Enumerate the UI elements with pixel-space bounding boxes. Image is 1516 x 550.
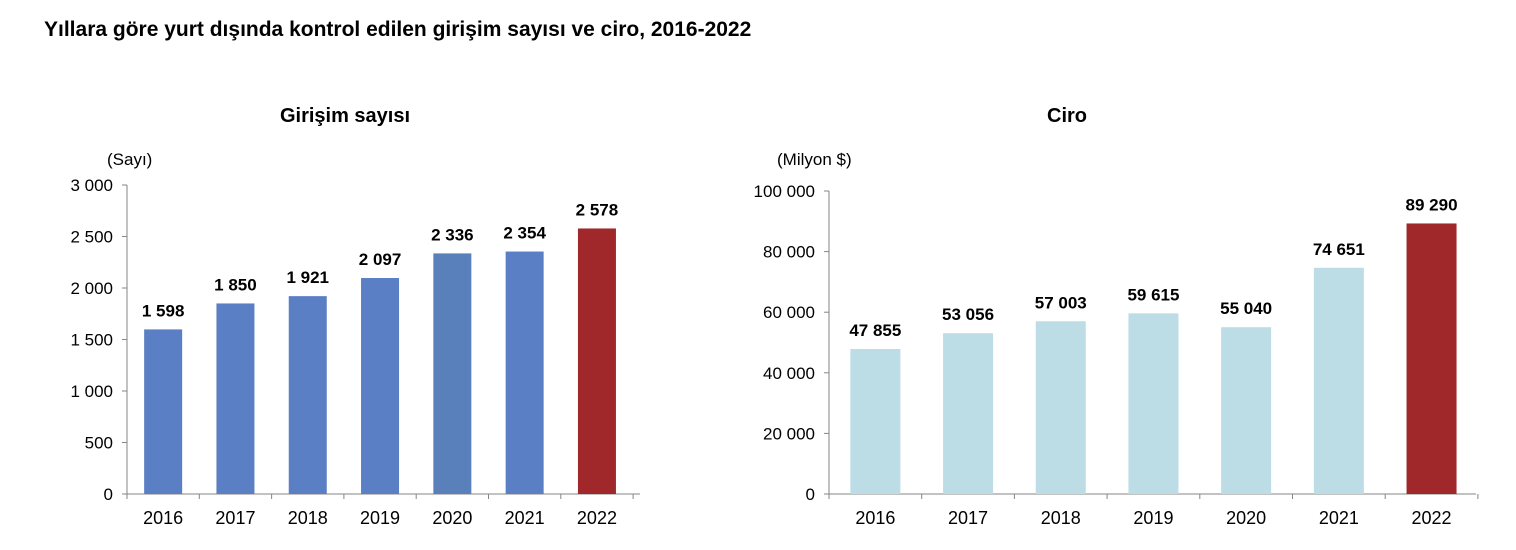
ciro-data-label-2019: 59 615: [1127, 285, 1179, 304]
ciro-ytick-label: 100 000: [754, 182, 815, 201]
girisim-xtick-label-2016: 2016: [143, 508, 183, 528]
girisim-ytick-label: 1 000: [70, 382, 113, 401]
ciro-ytick-label: 0: [806, 485, 815, 504]
girisim-bar-2020: [433, 253, 472, 494]
girisim-bar-2018: [288, 296, 327, 494]
ciro-chart-title: Ciro: [1047, 105, 1087, 127]
ciro-data-label-2022: 89 290: [1406, 195, 1458, 214]
ciro-ytick-label: 80 000: [763, 243, 815, 262]
ciro-xtick-label-2021: 2021: [1319, 508, 1359, 528]
ciro-xtick-label-2016: 2016: [855, 508, 895, 528]
girisim-bar-2016: [144, 329, 183, 494]
ciro-data-label-2020: 55 040: [1220, 299, 1272, 318]
girisim-unit-label: (Sayı): [107, 150, 152, 169]
ciro-ytick-label: 40 000: [763, 364, 815, 383]
girisim-data-label-2020: 2 336: [431, 225, 474, 244]
girisim-data-label-2017: 1 850: [214, 275, 257, 294]
girisim-xtick-label-2020: 2020: [432, 508, 472, 528]
girisim-ytick-label: 3 000: [70, 176, 113, 195]
ciro-data-label-2021: 74 651: [1313, 240, 1365, 259]
ciro-bar-2017: [943, 333, 994, 494]
girisim-ytick-label: 500: [85, 434, 113, 453]
ciro-xtick-label-2022: 2022: [1412, 508, 1452, 528]
girisim-bar-2017: [216, 303, 255, 494]
girisim-ytick-label: 1 500: [70, 331, 113, 350]
girisim-chart-title: Girişim sayısı: [280, 105, 410, 127]
girisim-xtick-label-2019: 2019: [360, 508, 400, 528]
ciro-bar-2020: [1221, 327, 1272, 494]
ciro-data-label-2017: 53 056: [942, 305, 994, 324]
page-title: Yıllara göre yurt dışında kontrol edilen…: [44, 18, 752, 41]
ciro-bar-2019: [1128, 313, 1179, 494]
girisim-xtick-label-2017: 2017: [215, 508, 255, 528]
girisim-ytick-label: 0: [104, 485, 113, 504]
girisim-xtick-label-2018: 2018: [288, 508, 328, 528]
ciro-ytick-label: 20 000: [763, 424, 815, 443]
girisim-data-label-2019: 2 097: [359, 250, 402, 269]
ciro-bar-2022: [1406, 223, 1457, 494]
girisim-bar-2021: [505, 251, 544, 494]
ciro-xtick-label-2018: 2018: [1041, 508, 1081, 528]
ciro-data-label-2018: 57 003: [1035, 293, 1087, 312]
girisim-data-label-2022: 2 578: [576, 200, 619, 219]
ciro-data-label-2016: 47 855: [849, 321, 901, 340]
girisim-bar-2022: [577, 228, 616, 494]
ciro-xtick-label-2020: 2020: [1226, 508, 1266, 528]
ciro-unit-label: (Milyon $): [777, 150, 852, 169]
ciro-bar-2021: [1313, 267, 1364, 494]
girisim-data-label-2021: 2 354: [503, 224, 546, 243]
ciro-xtick-label-2017: 2017: [948, 508, 988, 528]
ciro-bar-2018: [1035, 321, 1086, 494]
ciro-bar-2016: [850, 348, 901, 494]
girisim-xtick-label-2021: 2021: [505, 508, 545, 528]
girisim-ytick-label: 2 000: [70, 279, 113, 298]
girisim-xtick-label-2022: 2022: [577, 508, 617, 528]
girisim-data-label-2018: 1 921: [286, 268, 329, 287]
ciro-xtick-label-2019: 2019: [1133, 508, 1173, 528]
girisim-bar-2019: [361, 278, 400, 494]
ciro-ytick-label: 60 000: [763, 303, 815, 322]
girisim-ytick-label: 2 500: [70, 228, 113, 247]
girisim-data-label-2016: 1 598: [142, 301, 185, 320]
